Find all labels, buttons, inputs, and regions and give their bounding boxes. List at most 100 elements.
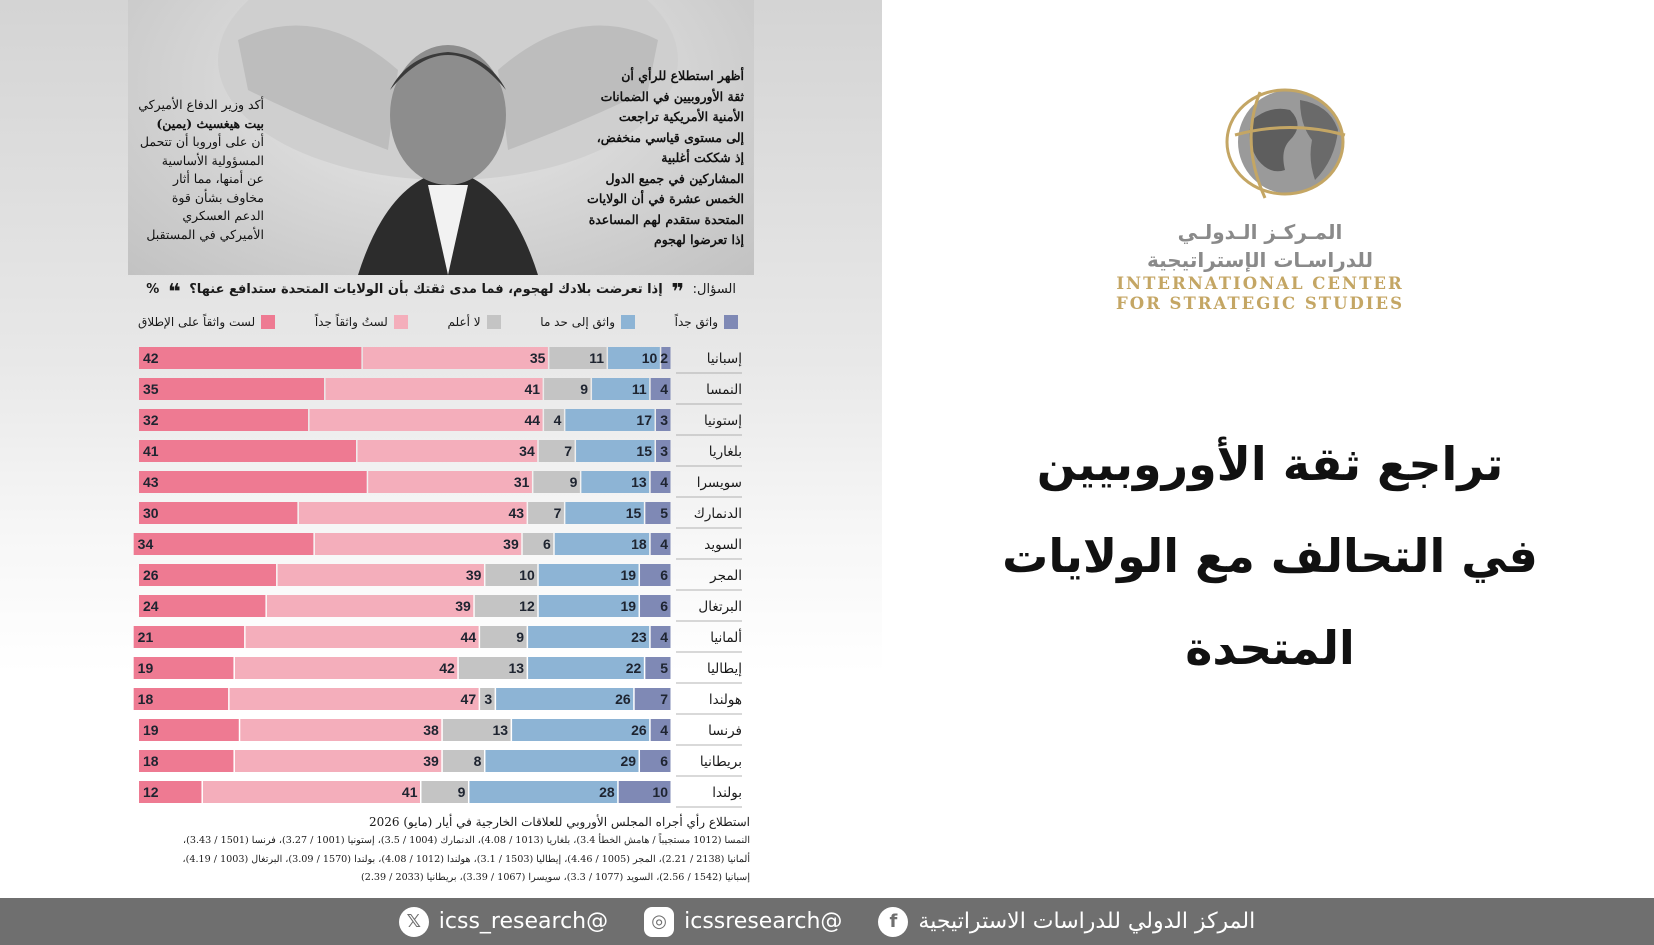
bar-value-label: 35 xyxy=(143,381,159,397)
bar-value-label: 3 xyxy=(660,412,668,428)
legend-swatch xyxy=(621,315,635,329)
bar-segment xyxy=(362,347,548,369)
survey-question: السؤال: ❞ إذا تعرضت بلادك لهجوم، فما مدى… xyxy=(146,280,736,305)
bar-segment xyxy=(139,502,298,524)
bar-segment xyxy=(139,719,239,741)
bar-segment xyxy=(592,378,650,400)
bar-value-label: 18 xyxy=(138,691,154,707)
bar-segment xyxy=(656,409,671,431)
bar-value-label: 10 xyxy=(642,350,658,366)
bar-segment xyxy=(139,440,357,462)
bar-segment xyxy=(528,626,650,648)
bar-value-label: 39 xyxy=(455,598,471,614)
bar-segment xyxy=(645,502,671,524)
footer-bar: المركز الدولي للدراسات الاستراتيجية f @i… xyxy=(0,898,1654,945)
bar-value-label: 22 xyxy=(626,660,642,676)
bar-value-label: 43 xyxy=(143,474,159,490)
bar-value-label: 30 xyxy=(143,505,159,521)
country-label: ألمانيا xyxy=(710,628,742,646)
country-label: بلغاريا xyxy=(709,444,742,460)
bar-value-label: 19 xyxy=(620,567,636,583)
legend-label: واثق إلى حد ما xyxy=(540,315,615,329)
bar-value-label: 7 xyxy=(554,505,562,521)
bar-segment xyxy=(309,409,543,431)
logo-english: INTERNATIONAL CENTER FOR STRATEGIC STUDI… xyxy=(1116,274,1404,313)
country-label: فرنسا xyxy=(708,723,742,739)
bar-segment xyxy=(538,440,575,462)
bar-value-label: 6 xyxy=(660,567,668,583)
bar-segment xyxy=(640,595,671,617)
x-icon: 𝕏 xyxy=(398,906,429,937)
bar-segment xyxy=(618,781,671,803)
x-link[interactable]: @icss_research 𝕏 xyxy=(398,906,608,937)
bar-segment xyxy=(512,719,650,741)
country-label: إسبانيا xyxy=(707,351,742,367)
facebook-icon: f xyxy=(878,906,909,937)
bar-segment xyxy=(634,688,671,710)
bar-segment xyxy=(576,440,655,462)
bar-value-label: 3 xyxy=(484,691,492,707)
bar-value-label: 18 xyxy=(143,753,159,769)
bar-value-label: 24 xyxy=(143,598,159,614)
bar-segment xyxy=(139,471,367,493)
bar-segment xyxy=(549,347,607,369)
portrait-photo: أظهر استطلاع للرأي أن ثقة الأوروبيين في ا… xyxy=(128,0,754,275)
infographic-panel: أظهر استطلاع للرأي أن ثقة الأوروبيين في ا… xyxy=(0,0,882,898)
country-label: النمسا xyxy=(706,382,742,398)
country-label: الدنمارك xyxy=(694,506,742,522)
source-line: ألمانيا (2138 / 2.21)، المجر (1005 / 4.4… xyxy=(182,853,751,865)
bar-segment xyxy=(442,719,511,741)
bar-segment xyxy=(325,378,543,400)
legend-swatch xyxy=(261,315,276,329)
bar-value-label: 13 xyxy=(493,722,509,738)
instagram-link[interactable]: @icssresearch ◎ xyxy=(644,906,842,937)
bar-value-label: 35 xyxy=(530,350,546,366)
bar-segment xyxy=(234,657,458,679)
bar-value-label: 43 xyxy=(509,505,525,521)
source-title: استطلاع رأي أجراه المجلس الأوروبي للعلاق… xyxy=(368,815,750,829)
bar-segment xyxy=(538,564,639,586)
logo-arabic: المـركـز الـدولـي للدراسـات الإستراتيجية xyxy=(1146,220,1374,272)
bar-segment xyxy=(650,719,671,741)
bar-segment xyxy=(565,409,655,431)
question-text: إذا تعرضت بلادك لهجوم، فما مدى ثقتك بأن … xyxy=(189,282,663,297)
facebook-link[interactable]: المركز الدولي للدراسات الاستراتيجية f xyxy=(878,906,1255,937)
legend-item: لا أعلم xyxy=(448,315,501,329)
bar-value-label: 15 xyxy=(626,505,642,521)
bar-value-label: 28 xyxy=(599,784,615,800)
bar-value-label: 4 xyxy=(660,474,668,490)
bar-value-label: 7 xyxy=(660,691,668,707)
bar-value-label: 41 xyxy=(525,381,541,397)
instagram-icon: ◎ xyxy=(644,906,675,937)
bar-value-label: 4 xyxy=(660,536,668,552)
bar-value-label: 21 xyxy=(138,629,154,645)
bar-value-label: 12 xyxy=(519,598,535,614)
eagle-seal-image xyxy=(218,0,678,275)
legend-item: لستُ واثقاً جداً xyxy=(315,315,408,329)
bar-value-label: 9 xyxy=(580,381,588,397)
legend-item: واثق جداً xyxy=(675,315,738,329)
bar-value-label: 5 xyxy=(660,660,668,676)
bar-segment xyxy=(245,626,479,648)
bar-segment xyxy=(421,781,468,803)
bar-value-label: 6 xyxy=(660,753,668,769)
bar-segment xyxy=(133,657,234,679)
bar-value-label: 44 xyxy=(461,629,477,645)
source-note: استطلاع رأي أجراه المجلس الأوروبي للعلاق… xyxy=(140,812,751,888)
bar-value-label: 19 xyxy=(143,722,159,738)
bar-value-label: 6 xyxy=(543,536,551,552)
headline: تراجع ثقة الأوروبيين في التحالف مع الولا… xyxy=(930,418,1610,694)
bar-segment xyxy=(240,719,442,741)
bar-value-label: 3 xyxy=(660,443,668,459)
bar-value-label: 19 xyxy=(620,598,636,614)
bar-value-label: 11 xyxy=(632,381,647,397)
close-quote-icon: ❝ xyxy=(167,280,181,305)
question-label: السؤال: xyxy=(692,282,736,297)
legend-label: لست واثقاً على الإطلاق xyxy=(138,315,256,329)
bar-value-label: 4 xyxy=(660,629,668,645)
bar-segment xyxy=(554,533,650,555)
bar-segment xyxy=(368,471,532,493)
bar-value-label: 6 xyxy=(660,598,668,614)
globe-logo-icon xyxy=(1225,88,1346,199)
bar-value-label: 13 xyxy=(509,660,525,676)
